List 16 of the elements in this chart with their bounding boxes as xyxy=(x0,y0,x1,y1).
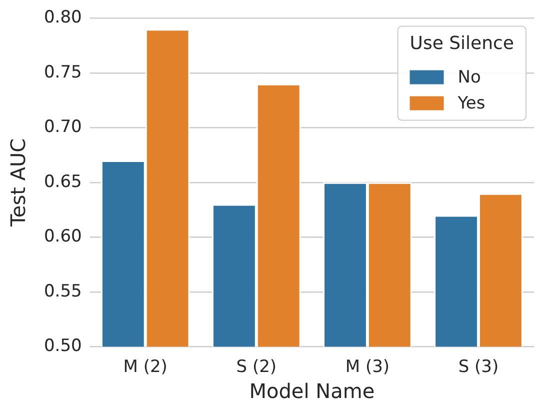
y-axis-title: Test AUC xyxy=(6,138,30,228)
y-tick-label: 0.60 xyxy=(44,226,82,247)
x-tick-label: S (3) xyxy=(458,357,499,378)
y-tick-label: 0.65 xyxy=(44,172,82,192)
y-tick-label: 0.55 xyxy=(44,281,82,302)
x-tick-label: S (2) xyxy=(236,357,277,378)
legend-label: No xyxy=(458,68,481,88)
y-tick-label: 0.75 xyxy=(44,62,82,82)
y-tick-label: 0.80 xyxy=(44,8,82,28)
x-tick-label: M (3) xyxy=(345,357,390,378)
x-tick-label: M (2) xyxy=(123,357,168,378)
y-tick-label: 0.70 xyxy=(44,117,82,138)
legend-title: Use Silence xyxy=(410,32,514,54)
x-axis-title: Model Name xyxy=(249,379,375,404)
legend-label: Yes xyxy=(456,94,486,114)
y-tick-label: 0.50 xyxy=(44,336,82,356)
